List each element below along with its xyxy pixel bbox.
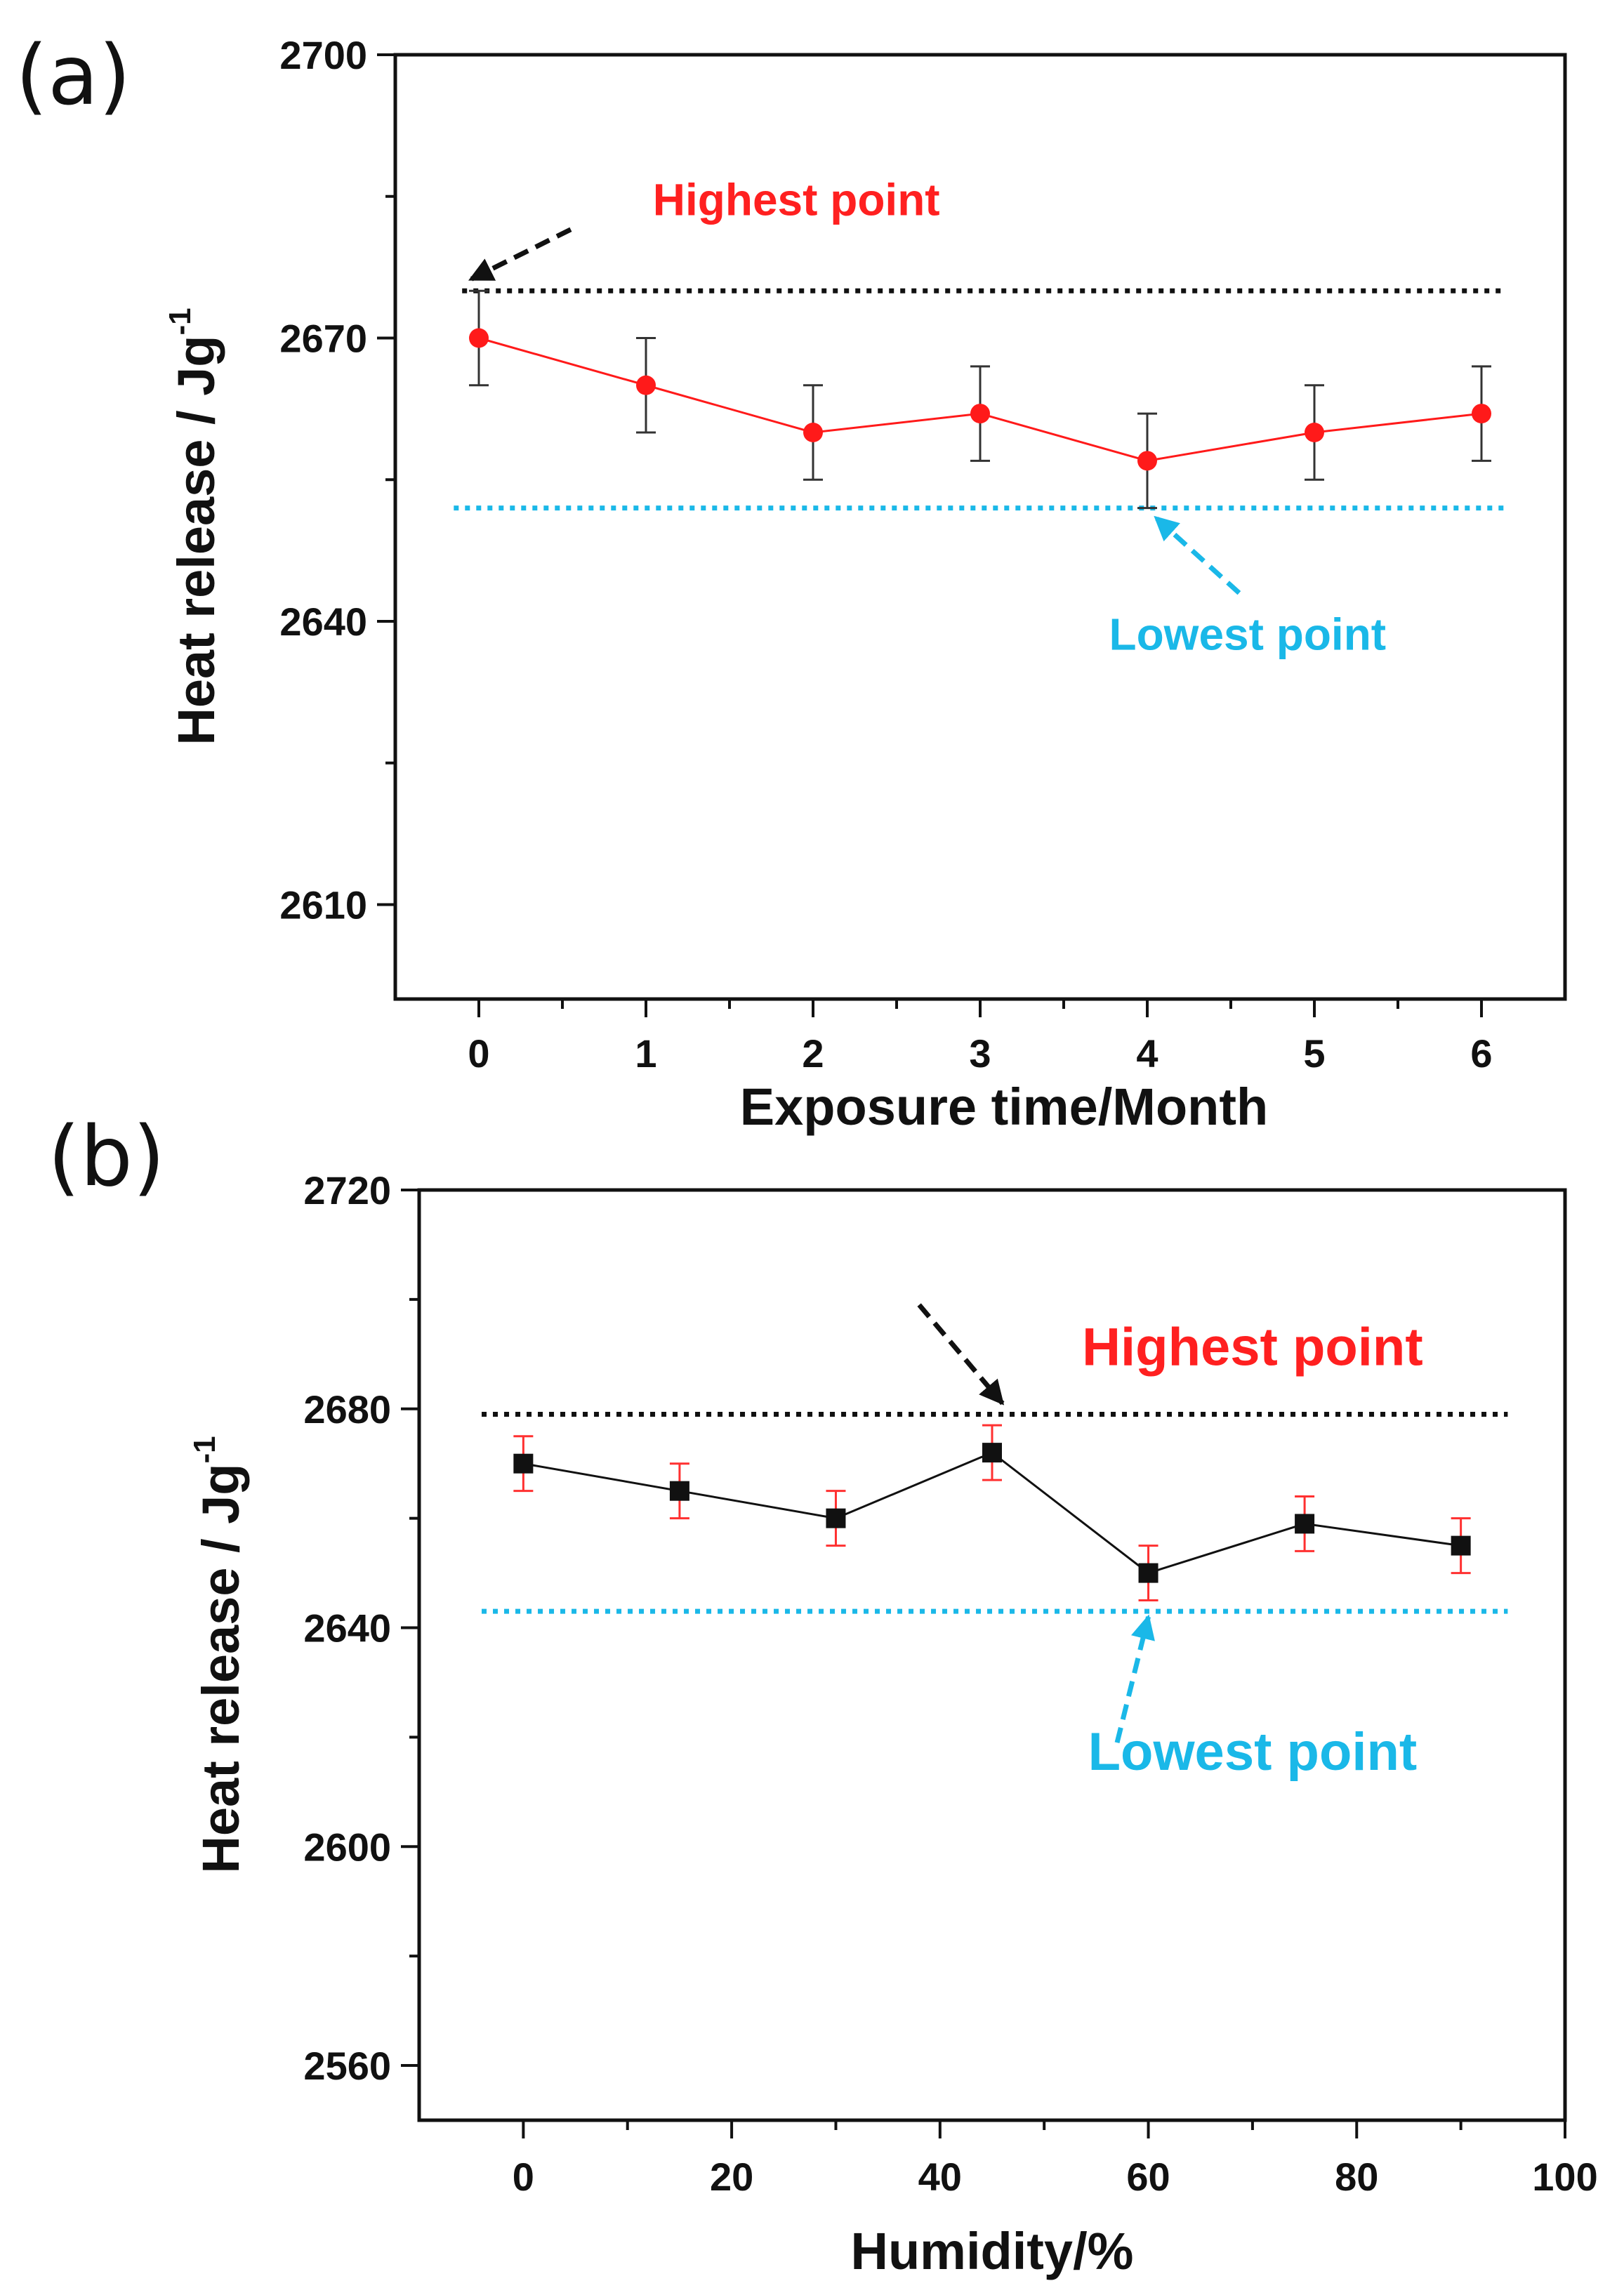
chart-panel-b: (b) 0 20 40 60 80 100 2560 2600 2640 2680 2720 Hig… — [48, 1108, 1598, 2280]
data-point — [803, 423, 823, 442]
y-axis-title-b: Heat release / Jg-1 — [187, 1436, 250, 1873]
y-tick-label: 2560 — [303, 2044, 391, 2088]
data-point — [513, 1453, 534, 1474]
svg-text:Heat release / Jg-1: Heat release / Jg-1 — [163, 308, 225, 745]
annotation-label: Highest point — [1082, 1317, 1423, 1377]
x-tick-label: 100 — [1532, 2155, 1597, 2199]
y-tick-label: 2640 — [303, 1606, 391, 1651]
data-point — [1451, 1535, 1471, 1556]
plot-frame-a — [393, 53, 1567, 1001]
marks-b: Highest point Lowest point — [482, 1303, 1508, 1782]
x-tick-label: 40 — [918, 2155, 962, 2199]
x-tick-label: 80 — [1335, 2155, 1378, 2199]
x-tick-label: 4 — [1136, 1031, 1158, 1076]
data-point — [1137, 451, 1157, 471]
y-tick-label: 2720 — [303, 1168, 391, 1212]
annotation-label: Lowest point — [1088, 1722, 1418, 1782]
data-point — [1295, 1514, 1315, 1534]
annotation-arrow — [1154, 515, 1241, 595]
annotation-arrow — [468, 227, 572, 282]
y-axis-title-text-b: Heat release / Jg — [192, 1464, 250, 1874]
x-tick-label: 3 — [969, 1031, 991, 1076]
y-axis-title-a: Heat release / Jg-1 — [163, 308, 225, 745]
x-tick-label: 2 — [802, 1031, 824, 1076]
y-tick-label: 2700 — [279, 33, 367, 77]
annotation-label: Highest point — [653, 175, 940, 225]
x-tick-label: 5 — [1303, 1031, 1325, 1076]
y-tick-label: 2640 — [279, 600, 367, 644]
x-tick-label: 0 — [513, 2155, 534, 2199]
y-tick-label: 2670 — [279, 317, 367, 361]
panel-label-b: (b) — [48, 1108, 165, 1205]
chart-panel-a: (a) 0 1 2 3 4 5 6 2610 2640 2670 2700 Highest poin… — [15, 27, 1567, 1136]
x-tick-label: 6 — [1470, 1031, 1492, 1076]
data-point — [636, 375, 656, 395]
data-point — [1472, 404, 1491, 424]
x-tick-label: 0 — [468, 1031, 489, 1076]
annotation-label: Lowest point — [1109, 609, 1386, 659]
y-tick-label: 2610 — [279, 883, 367, 927]
annotation-arrow — [917, 1303, 1005, 1406]
x-axis-title-a: Exposure time/Month — [740, 1078, 1268, 1136]
plot-frame-b — [417, 1188, 1567, 2122]
panel-label-a: (a) — [15, 27, 131, 124]
x-tick-label: 1 — [635, 1031, 656, 1076]
y-tick-label: 2680 — [303, 1387, 391, 1431]
x-tick-label: 20 — [710, 2155, 753, 2199]
data-point — [1305, 423, 1324, 442]
x-axis-title-b: Humidity/% — [851, 2222, 1134, 2280]
axes-a: 0 1 2 3 4 5 6 2610 2640 2670 2700 — [279, 33, 1492, 1076]
data-point — [469, 328, 489, 348]
annotation-arrow — [1114, 1614, 1155, 1744]
data-point — [982, 1443, 1002, 1463]
y-axis-title-text-a: Heat release / Jg — [167, 336, 225, 746]
x-tick-label: 60 — [1126, 2155, 1170, 2199]
marks-a: Highest point Lowest point — [454, 175, 1507, 659]
svg-text:Heat release / Jg-1: Heat release / Jg-1 — [187, 1436, 250, 1873]
data-point — [1138, 1563, 1158, 1583]
data-point — [826, 1508, 846, 1528]
axes-b: 0 20 40 60 80 100 2560 2600 2640 2680 2720 — [303, 1168, 1597, 2199]
y-axis-title-sup-b: -1 — [187, 1436, 222, 1463]
y-axis-title-sup-a: -1 — [163, 308, 197, 335]
y-tick-label: 2600 — [303, 1825, 391, 1869]
data-point — [970, 404, 990, 424]
data-point — [669, 1481, 689, 1501]
